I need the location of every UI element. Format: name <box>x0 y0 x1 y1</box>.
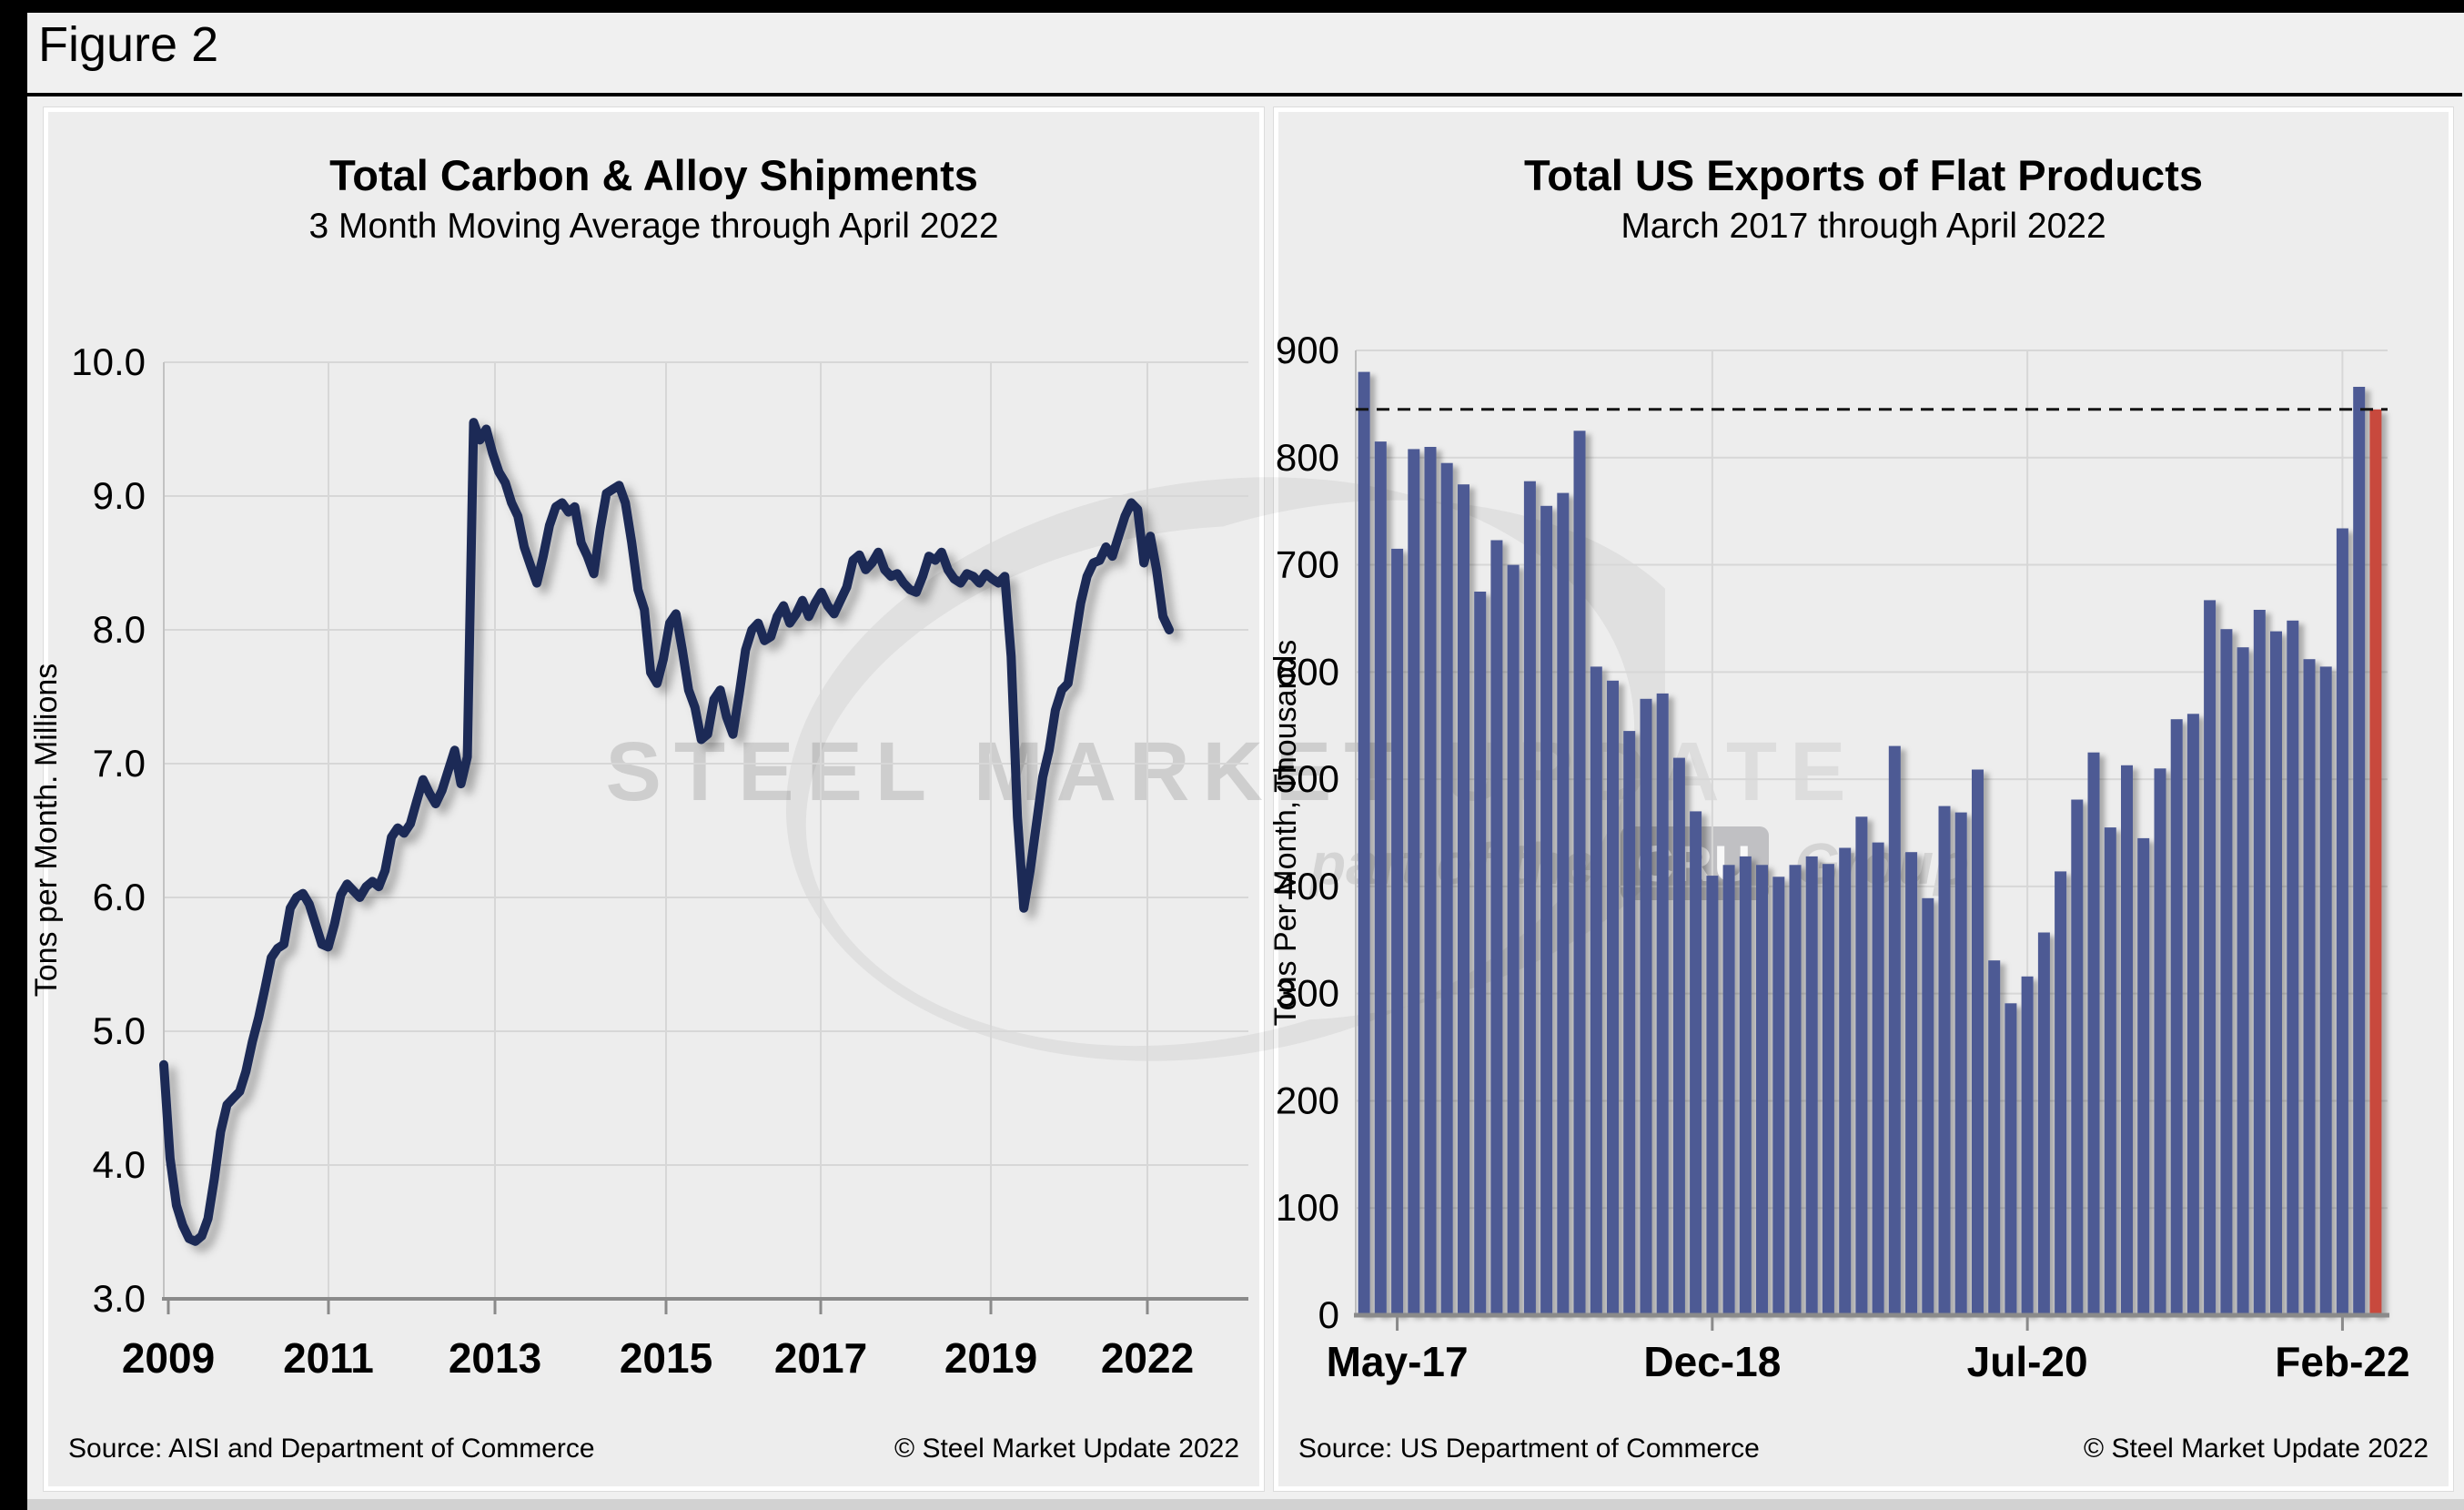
exports-title: Total US Exports of Flat Products <box>1524 151 2203 199</box>
exports-subtitle: March 2017 through April 2022 <box>1621 207 2106 246</box>
exports-panel: Total US Exports of Flat Products March … <box>1274 107 2453 1491</box>
shipments-panel: Total Carbon & Alloy Shipments 3 Month M… <box>44 107 1264 1491</box>
exports-copyright: © Steel Market Update 2022 <box>2084 1434 2429 1464</box>
window-top-edge <box>0 0 2464 13</box>
exports-source: Source: US Department of Commerce <box>1298 1434 1760 1464</box>
figure-label: Figure 2 <box>38 17 219 72</box>
shipments-copyright: © Steel Market Update 2022 <box>894 1434 1239 1464</box>
figure-underline <box>27 93 2462 96</box>
shipments-title: Total Carbon & Alloy Shipments <box>329 151 978 199</box>
window-left-edge <box>0 0 27 1510</box>
shipments-source: Source: AISI and Department of Commerce <box>68 1434 595 1464</box>
shipments-footer: Source: AISI and Department of Commerce … <box>68 1434 1239 1464</box>
exports-footer: Source: US Department of Commerce © Stee… <box>1298 1434 2429 1464</box>
shipments-subtitle: 3 Month Moving Average through April 202… <box>308 207 999 246</box>
page-bottom-strip <box>0 1499 2464 1510</box>
